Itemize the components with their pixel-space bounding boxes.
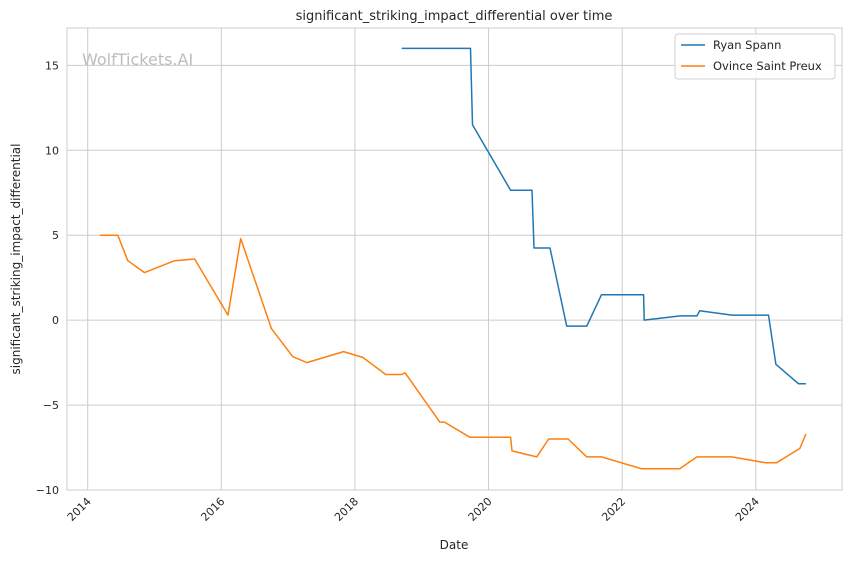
series-line-ryan-spann: [401, 47, 806, 385]
y-tick-label: 15: [45, 59, 59, 72]
x-tick-label: 2020: [466, 495, 495, 524]
x-axis-label: Date: [440, 538, 469, 552]
series-line-ovince-saint-preux: [99, 234, 807, 470]
watermark: WolfTickets.AI: [82, 50, 193, 69]
y-tick-label: 5: [52, 229, 59, 242]
chart-title: significant_striking_impact_differential…: [296, 9, 613, 24]
plot-frame: [66, 27, 843, 491]
x-tick-label: 2016: [198, 495, 227, 524]
y-tick-label: 10: [45, 144, 59, 157]
legend: Ryan Spann Ovince Saint Preux: [674, 33, 836, 80]
legend-label-ryan-spann: Ryan Spann: [713, 38, 781, 52]
x-tick-label: 2014: [65, 495, 94, 524]
y-tick-label: −10: [36, 484, 59, 497]
y-tick-label: 0: [52, 314, 59, 327]
y-axis-label: significant_striking_impact_differential: [9, 144, 23, 375]
y-tick-label: −5: [43, 399, 59, 412]
x-tick-label: 2024: [733, 495, 762, 524]
x-tick-label: 2018: [332, 495, 361, 524]
legend-label-ovince-saint-preux: Ovince Saint Preux: [713, 59, 822, 73]
x-tick-label: 2022: [599, 495, 628, 524]
